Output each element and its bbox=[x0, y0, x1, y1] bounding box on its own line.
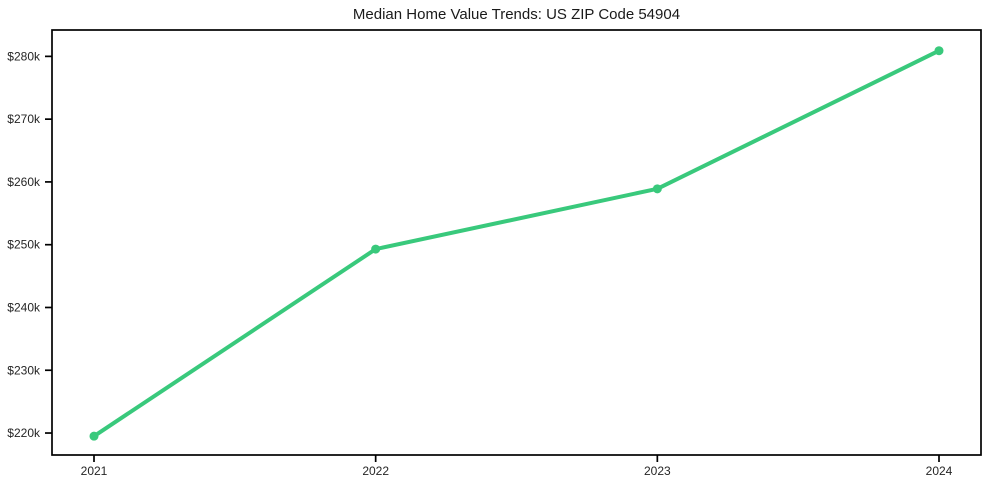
chart-title: Median Home Value Trends: US ZIP Code 54… bbox=[352, 6, 681, 23]
y-axis-tick-label: $250k bbox=[7, 238, 41, 252]
x-axis-tick-label: 2022 bbox=[362, 464, 389, 478]
trend-line bbox=[92, 48, 941, 439]
data-point-2022 bbox=[371, 244, 381, 254]
data-point-2023 bbox=[652, 184, 662, 194]
y-axis-tick-label: $270k bbox=[7, 112, 41, 126]
y-axis-tick-label: $240k bbox=[7, 300, 41, 314]
y-axis-tick-label: $260k bbox=[7, 175, 41, 189]
data-point-2021 bbox=[89, 431, 99, 441]
plot-border bbox=[51, 29, 982, 456]
y-axis-tick-label: $280k bbox=[7, 49, 41, 63]
y-axis-tick-label: $220k bbox=[7, 426, 41, 440]
x-axis-tick-label: 2021 bbox=[81, 464, 108, 478]
x-axis-tick-label: 2024 bbox=[926, 464, 953, 478]
data-point-2024 bbox=[934, 46, 944, 56]
y-axis-tick-label: $230k bbox=[7, 363, 41, 377]
x-axis-tick-label: 2023 bbox=[644, 464, 671, 478]
